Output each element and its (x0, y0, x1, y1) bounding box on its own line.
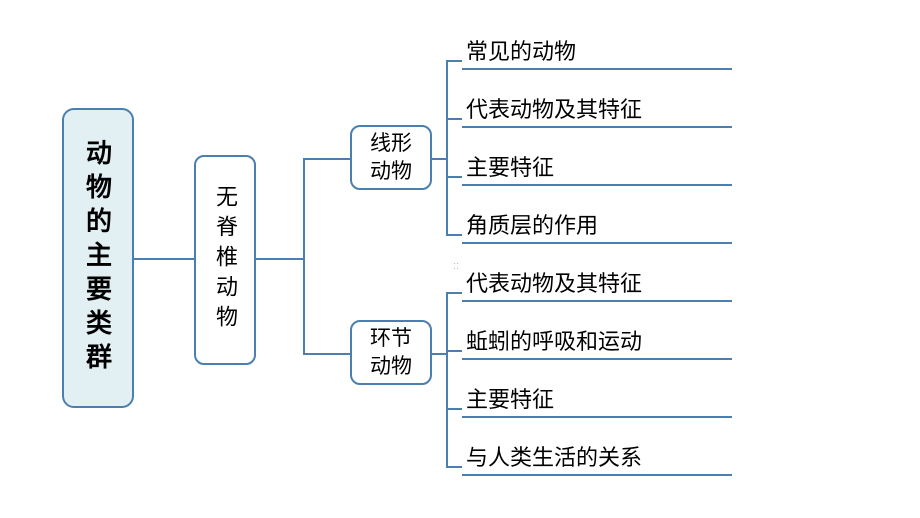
leaf-item: 常见的动物 (462, 34, 732, 70)
level3-node-b: 环节 动物 (350, 320, 432, 385)
leaf-item: 代表动物及其特征 (462, 92, 732, 128)
leaf-item: 与人类生活的关系 (462, 440, 732, 476)
leaf-item: 代表动物及其特征 (462, 266, 732, 302)
leaf-item: 主要特征 (462, 150, 732, 186)
level2-node: 无脊椎动物 (194, 155, 256, 365)
level3-node-a: 线形 动物 (350, 125, 432, 190)
page-marker: :: (453, 260, 459, 272)
leaf-item: 角质层的作用 (462, 208, 732, 244)
leaf-item: 主要特征 (462, 382, 732, 418)
leaf-item: 蚯蚓的呼吸和运动 (462, 324, 732, 360)
root-node: 动物的主要类群 (62, 108, 134, 408)
